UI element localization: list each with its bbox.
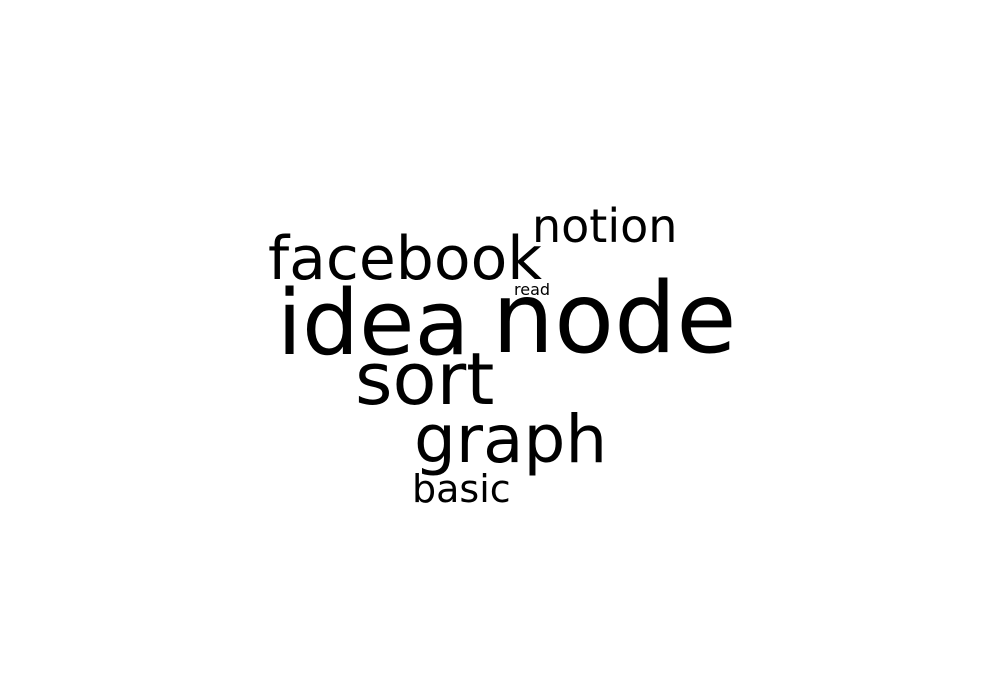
word-graph: graph	[414, 401, 608, 478]
word-facebook: facebook	[268, 224, 543, 294]
word-notion: notion	[532, 199, 678, 253]
word-sort: sort	[355, 337, 495, 421]
word-read: read	[514, 280, 551, 299]
word-idea: idea	[277, 271, 470, 376]
word-node: node	[492, 262, 737, 376]
word-basic: basic	[412, 467, 511, 511]
